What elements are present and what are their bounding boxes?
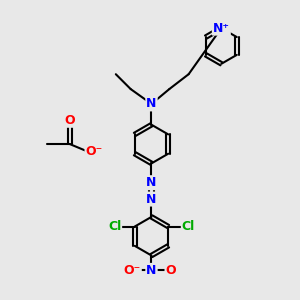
Text: N: N <box>146 193 157 206</box>
Text: O: O <box>166 264 176 277</box>
Text: Cl: Cl <box>108 220 121 233</box>
Text: N: N <box>146 264 157 277</box>
Text: O: O <box>64 114 75 127</box>
Text: N⁺: N⁺ <box>213 22 230 34</box>
Text: N: N <box>146 176 157 189</box>
Text: O⁻: O⁻ <box>124 264 141 277</box>
Text: N: N <box>146 98 157 110</box>
Text: Cl: Cl <box>182 220 195 233</box>
Text: O⁻: O⁻ <box>85 145 103 158</box>
